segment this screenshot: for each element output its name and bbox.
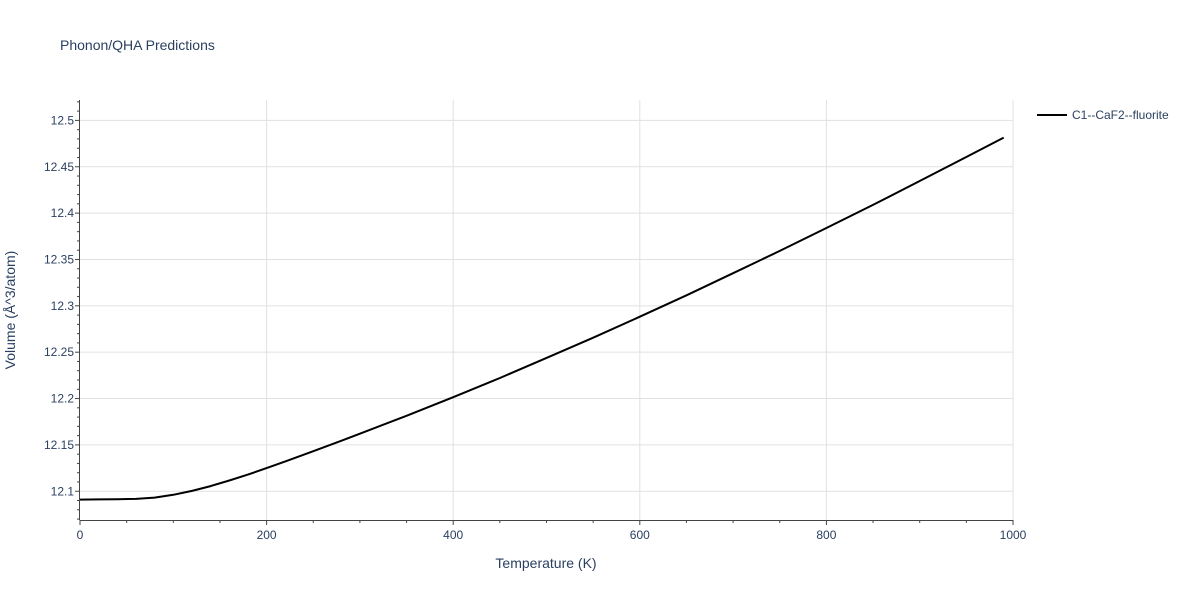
grid: [80, 100, 1014, 520]
y-tick-label: 12.3: [51, 299, 75, 313]
x-tick-label: 0: [77, 528, 84, 542]
y-tick-label: 12.4: [51, 206, 75, 220]
series-lines: [79, 136, 1005, 501]
legend[interactable]: C1--CaF2--fluorite: [1037, 108, 1169, 122]
x-tick-label: 600: [630, 528, 650, 542]
axes: 0 200 400 600 800 1000 12.1 12.15 12.2 12.25 12.3 1…: [44, 100, 1027, 542]
chart-title: Phonon/QHA Predictions: [60, 37, 215, 53]
x-tick-label: 400: [443, 528, 463, 542]
y-tick-label: 12.15: [44, 438, 74, 452]
y-tick-label: 12.35: [44, 252, 74, 266]
y-tick-label: 12.5: [51, 113, 75, 127]
x-axis-title: Temperature (K): [495, 555, 596, 571]
series-line: [79, 136, 1005, 501]
legend-label: C1--CaF2--fluorite: [1072, 108, 1169, 122]
x-tick-label: 800: [816, 528, 836, 542]
x-tick-label: 200: [257, 528, 277, 542]
y-axis-title: Volume (Å^3/atom): [2, 251, 18, 370]
y-tick-label: 12.25: [44, 345, 74, 359]
y-tick-label: 12.1: [51, 484, 75, 498]
y-tick-label: 12.45: [44, 160, 74, 174]
y-tick-label: 12.2: [51, 392, 75, 406]
x-tick-label: 1000: [1000, 528, 1027, 542]
